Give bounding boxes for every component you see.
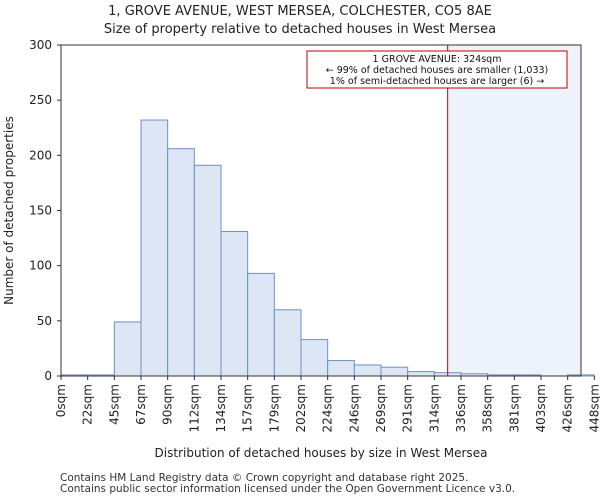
y-tick-label: 50 (37, 314, 52, 328)
bar (193, 164, 222, 377)
y-tick-label: 150 (29, 204, 52, 218)
bar (113, 321, 142, 377)
x-tick-label: 381sqm (507, 384, 521, 432)
x-tick-label: 314sqm (427, 384, 441, 432)
chart-title: 1, GROVE AVENUE, WEST MERSEA, COLCHESTER… (108, 4, 492, 19)
x-tick-label: 67sqm (134, 384, 148, 425)
highlight-region (447, 45, 581, 376)
x-tick-label: 202sqm (294, 384, 308, 432)
x-tick-label: 426sqm (561, 384, 575, 432)
y-tick-label: 250 (29, 93, 52, 107)
x-tick-label: 179sqm (267, 384, 281, 432)
y-tick-label: 0 (44, 369, 52, 383)
annotation-text: 1% of semi-detached houses are larger (6… (330, 76, 544, 87)
y-tick-label: 300 (29, 38, 52, 52)
annotation-text: ← 99% of detached houses are smaller (1,… (326, 65, 549, 76)
x-tick-label: 134sqm (214, 384, 228, 432)
bar (327, 360, 355, 377)
x-tick-label: 0sqm (54, 384, 68, 417)
bar (140, 119, 169, 377)
bar (167, 148, 195, 377)
x-tick-label: 358sqm (481, 384, 495, 432)
x-tick-label: 269sqm (374, 384, 388, 432)
bar (220, 230, 249, 377)
bar (300, 339, 329, 377)
y-tick-label: 200 (29, 148, 52, 162)
bar (380, 366, 409, 377)
x-tick-label: 246sqm (347, 384, 361, 432)
x-tick-label: 90sqm (161, 384, 175, 425)
bar (273, 309, 302, 377)
annotation-box (306, 50, 568, 89)
x-tick-label: 291sqm (401, 384, 415, 432)
bar (407, 371, 435, 377)
bar (247, 272, 275, 377)
footer-line-2: Contains public sector information licen… (60, 483, 516, 495)
x-tick-label: 336sqm (454, 384, 468, 432)
annotation-text: 1 GROVE AVENUE: 324sqm (373, 54, 502, 65)
x-tick-label: 448sqm (587, 384, 600, 432)
chart-subtitle: Size of property relative to detached ho… (103, 22, 497, 37)
y-axis-label: Number of detached properties (2, 116, 16, 305)
x-tick-label: 22sqm (81, 384, 95, 425)
x-tick-label: 224sqm (321, 384, 335, 432)
y-tick-label: 100 (29, 259, 52, 273)
bar (353, 364, 382, 377)
x-tick-label: 403sqm (534, 384, 548, 432)
x-tick-label: 157sqm (241, 384, 255, 432)
footer-line-1: Contains HM Land Registry data © Crown c… (60, 472, 469, 484)
x-tick-label: 45sqm (107, 384, 121, 425)
x-tick-label: 112sqm (187, 384, 201, 432)
x-axis-label: Distribution of detached houses by size … (155, 446, 488, 460)
